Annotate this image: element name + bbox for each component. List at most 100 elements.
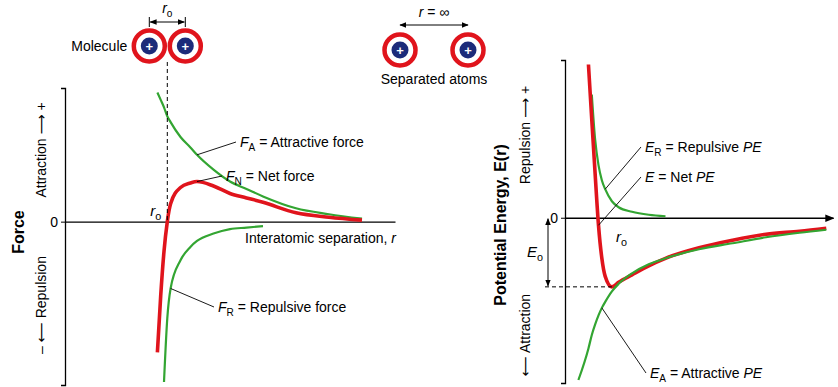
leader-line bbox=[599, 177, 642, 225]
text-part: force bbox=[333, 134, 364, 150]
series-label: EA = Attractive PE bbox=[650, 365, 763, 384]
text-part: = bbox=[246, 168, 254, 184]
equilibrium-label: ro bbox=[150, 202, 161, 222]
direction-label: ⟵ Attraction bbox=[517, 294, 533, 376]
y-axis-title: Force bbox=[10, 210, 27, 254]
spacing-label: ro bbox=[162, 0, 173, 19]
well-depth-bracket bbox=[548, 219, 549, 286]
text-part: o bbox=[155, 210, 161, 222]
text-part: = bbox=[670, 365, 678, 381]
series-line bbox=[578, 230, 826, 380]
separation-arrow bbox=[400, 25, 468, 26]
atom-shell bbox=[134, 31, 165, 62]
text-part: PE bbox=[743, 139, 762, 155]
separation-label: r = ∞ bbox=[419, 4, 450, 20]
atom-nucleus bbox=[392, 42, 409, 59]
text-part: o bbox=[621, 236, 627, 248]
leader-line bbox=[197, 142, 236, 155]
direction-label: Attraction ⟶ + bbox=[33, 102, 49, 197]
atom: + bbox=[453, 35, 484, 66]
y-tick: 0 bbox=[550, 210, 565, 226]
text-part: separation, bbox=[318, 230, 387, 246]
text-part: R bbox=[654, 147, 661, 158]
atom-shell bbox=[170, 31, 201, 62]
leader-line bbox=[602, 308, 646, 373]
x-axis bbox=[566, 218, 834, 219]
text-part: Repulsive bbox=[678, 139, 740, 155]
series-line bbox=[157, 182, 362, 353]
text-part: = bbox=[658, 169, 666, 185]
atom-nucleus bbox=[141, 38, 158, 55]
text-part: Energy, bbox=[492, 176, 509, 234]
atom-shell bbox=[385, 35, 416, 66]
text-part: Potential bbox=[492, 238, 509, 306]
y-axis-line bbox=[561, 61, 566, 384]
figure: 0 FA = Attractive force FN = Net force FR =… bbox=[0, 0, 838, 387]
chart-root: 0 FA = Attractive force FN = Net force FR =… bbox=[0, 0, 838, 387]
well-depth-dash bbox=[545, 286, 612, 287]
series-line bbox=[164, 226, 263, 382]
atom-charge: + bbox=[396, 43, 404, 58]
leader-line bbox=[171, 288, 214, 307]
series-line bbox=[588, 65, 826, 287]
atom-charge: + bbox=[464, 43, 472, 58]
atom-charge: + bbox=[182, 39, 190, 54]
well-depth-label: Eo bbox=[527, 243, 543, 263]
series-labels: ER = Repulsive PE E = Net PE EA = Attracti… bbox=[599, 139, 763, 384]
series-label: ER = Repulsive PE bbox=[645, 139, 762, 158]
text-part: E(r) bbox=[492, 144, 509, 172]
atom: + bbox=[170, 31, 201, 62]
y-axis-line bbox=[61, 89, 66, 386]
text-part: Force bbox=[10, 210, 27, 254]
series-label: FR = Repulsive force bbox=[218, 299, 347, 318]
y-tick: 0 bbox=[50, 214, 65, 230]
text-part: PE bbox=[696, 169, 715, 185]
y-tick-label: 0 bbox=[550, 210, 558, 226]
text-part: Repulsive bbox=[250, 299, 312, 315]
y-tick-mark bbox=[561, 218, 565, 219]
y-tick-mark bbox=[61, 222, 65, 223]
atom-shell bbox=[453, 35, 484, 66]
text-part: force bbox=[315, 299, 346, 315]
series-label: FA = Attractive force bbox=[240, 134, 364, 153]
atom-nucleus bbox=[177, 38, 194, 55]
text-part: = bbox=[666, 139, 674, 155]
series-label: FN = Net force bbox=[226, 168, 315, 187]
equilibrium-line bbox=[167, 62, 168, 222]
y-axis-title: Potential Energy, E(r) bbox=[492, 144, 509, 306]
atom-nucleus bbox=[460, 42, 477, 59]
y-tick-label: 0 bbox=[50, 214, 58, 230]
atom: + bbox=[134, 31, 165, 62]
y-axis: 0 bbox=[550, 61, 565, 384]
x-axis-title: Interatomic separation, r bbox=[245, 230, 397, 246]
text-part: ∞ bbox=[439, 4, 449, 20]
text-part: PE bbox=[744, 365, 763, 381]
series-label: E = Net PE bbox=[645, 169, 715, 185]
molecule-label: Molecule bbox=[71, 38, 127, 54]
bracket-arrow bbox=[150, 22, 184, 23]
equilibrium-label: ro bbox=[616, 228, 627, 248]
series-line bbox=[592, 95, 666, 217]
direction-label: Repulsion ⟶ + bbox=[517, 86, 533, 184]
bracket-end bbox=[149, 17, 150, 27]
chart-panel: 0 ER = Repulsive PE E = Net PE EA = Attract… bbox=[492, 61, 834, 385]
plot-marks bbox=[578, 65, 826, 380]
atom-charge: + bbox=[146, 39, 154, 54]
text-part: Attractive bbox=[681, 365, 740, 381]
direction-label: – ⟵ Repulsion bbox=[33, 256, 49, 354]
text-part: Attractive bbox=[271, 134, 330, 150]
text-part: r bbox=[391, 230, 397, 246]
text-part: R bbox=[227, 307, 234, 318]
text-part: Interatomic bbox=[245, 230, 314, 246]
y-axis: 0 bbox=[50, 89, 65, 386]
leader-line bbox=[197, 176, 222, 182]
illustration: ++Moleculero++r = ∞Separated atoms bbox=[71, 0, 487, 87]
text-part: Net bbox=[670, 169, 692, 185]
x-axis bbox=[66, 222, 396, 223]
text-part: Net bbox=[258, 168, 280, 184]
x-axis-line bbox=[66, 221, 396, 222]
text-part: o bbox=[167, 8, 173, 19]
text-part: = bbox=[427, 4, 435, 20]
bracket-end bbox=[185, 17, 186, 27]
x-axis-line bbox=[566, 218, 834, 219]
